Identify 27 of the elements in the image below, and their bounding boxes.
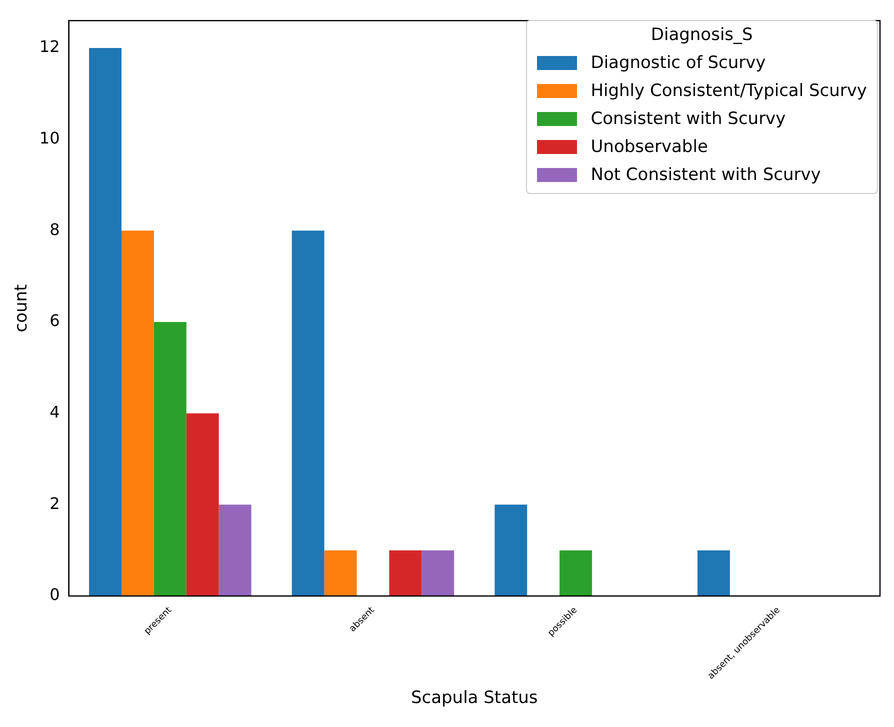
bar xyxy=(422,550,454,596)
y-axis-title: count xyxy=(12,284,32,332)
y-tick-label: 8 xyxy=(50,220,60,239)
bar xyxy=(292,230,324,596)
legend-label: Highly Consistent/Typical Scurvy xyxy=(590,80,867,103)
y-tick-label: 10 xyxy=(39,128,60,148)
bar xyxy=(121,230,154,596)
x-axis-title: Scapula Status xyxy=(410,688,538,708)
legend-label: Consistent with Scurvy xyxy=(590,108,786,131)
bar xyxy=(560,550,592,596)
bar xyxy=(494,504,528,596)
legend-label: Unobservable xyxy=(590,136,708,159)
bar xyxy=(324,550,357,596)
bar xyxy=(186,413,219,596)
bar xyxy=(697,550,730,596)
y-tick-label: 4 xyxy=(50,402,60,422)
y-tick-label: 6 xyxy=(50,311,60,330)
legend-title: Diagnosis_S xyxy=(650,25,754,45)
legend-label: Not Consistent with Scurvy xyxy=(590,164,821,187)
bar xyxy=(154,322,186,596)
bar xyxy=(389,550,422,596)
y-tick-label: 12 xyxy=(39,37,60,56)
bar xyxy=(218,504,252,596)
y-tick-label: 2 xyxy=(50,494,60,513)
y-tick-label: 0 xyxy=(50,585,60,604)
bar xyxy=(89,48,122,596)
legend-label: Diagnostic of Scurvy xyxy=(590,52,766,75)
